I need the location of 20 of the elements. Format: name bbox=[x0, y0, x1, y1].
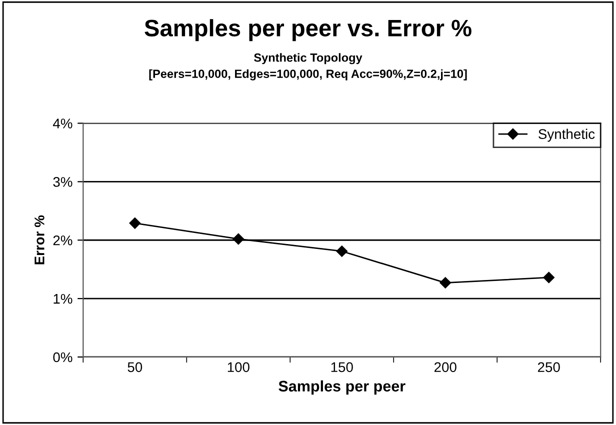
point bbox=[232, 233, 244, 245]
x-tick-label: 150 bbox=[331, 362, 353, 372]
legend-label: Synthetic bbox=[538, 128, 595, 142]
point bbox=[129, 218, 141, 229]
x-tick-label: 50 bbox=[128, 362, 142, 372]
point bbox=[543, 272, 554, 284]
point bbox=[336, 246, 348, 257]
chart-subtitle: Synthetic Topology [Peers=10,000, Edges=100,000, Req Acc=90%,Z=0.2,j=10] bbox=[149, 53, 467, 80]
y-axis-title: Error % bbox=[34, 215, 44, 264]
y-tick-label: 3% bbox=[53, 177, 72, 187]
y-tick-label: 4% bbox=[52, 118, 72, 128]
y-tick-label: 0% bbox=[53, 352, 72, 362]
y-tick-label: 1% bbox=[54, 294, 72, 304]
y-tick-label: 2% bbox=[53, 235, 72, 246]
point bbox=[440, 277, 451, 288]
x-tick-label: 250 bbox=[538, 362, 560, 372]
x-tick-label: 200 bbox=[434, 362, 456, 372]
x-axis-title: Samples per peer bbox=[278, 380, 406, 395]
x-tick-label: 100 bbox=[228, 362, 250, 372]
chart-title: Samples per peer vs. Error % bbox=[144, 19, 472, 42]
